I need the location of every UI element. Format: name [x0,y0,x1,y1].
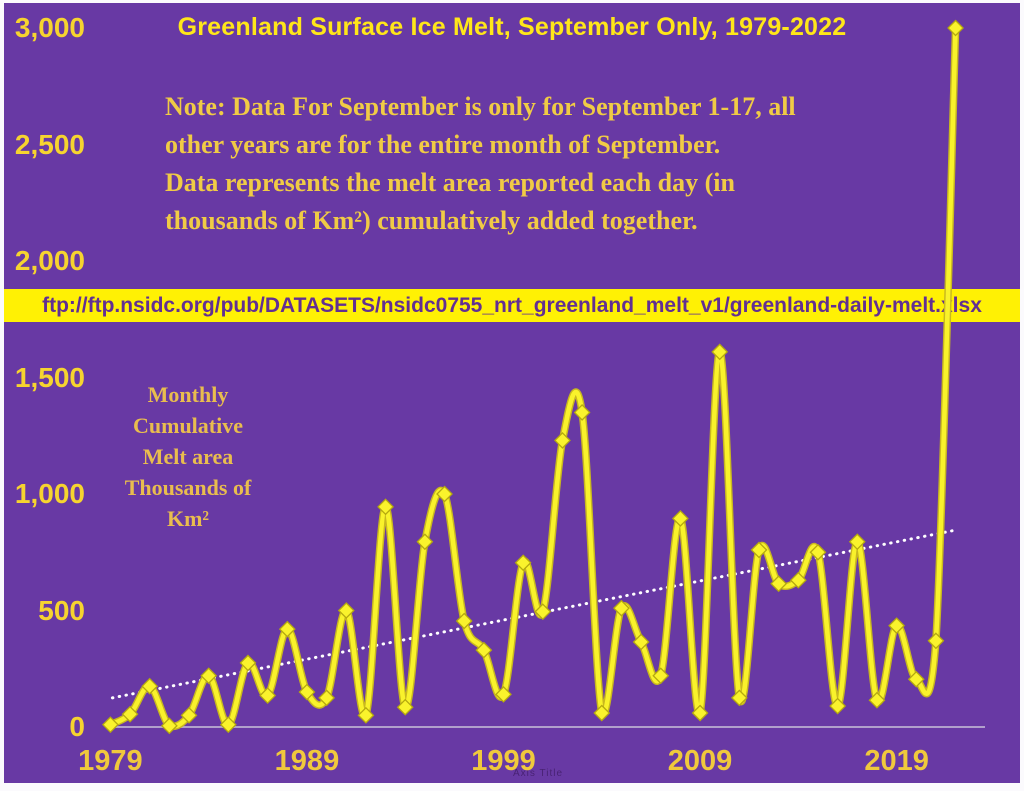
y-axis-tick-label: 0 [69,711,85,742]
y-axis-tick-label: 500 [38,594,85,626]
y-axis-tick-label: 2,000 [14,245,85,276]
x-axis-tick-label: 1989 [274,745,340,777]
y-axis-tick-labels: 0 500 1,000 1,500 2,000 2,500 3,000 [0,0,85,791]
y-axis-tick-label: 2,500 [14,128,85,160]
x-axis-tick-label: 1999 [471,745,536,777]
y-axis-tick-label: 3,000 [14,12,85,43]
x-axis-tick-label: 2009 [667,745,733,777]
y-axis-tick-label: 1,000 [14,478,85,509]
x-axis-tick-label: 1979 [78,745,143,777]
axis-title-watermark: Axis Title [513,768,564,779]
y-axis-tick-label: 1,500 [14,361,85,393]
x-axis-tick-label: 2019 [864,745,929,777]
